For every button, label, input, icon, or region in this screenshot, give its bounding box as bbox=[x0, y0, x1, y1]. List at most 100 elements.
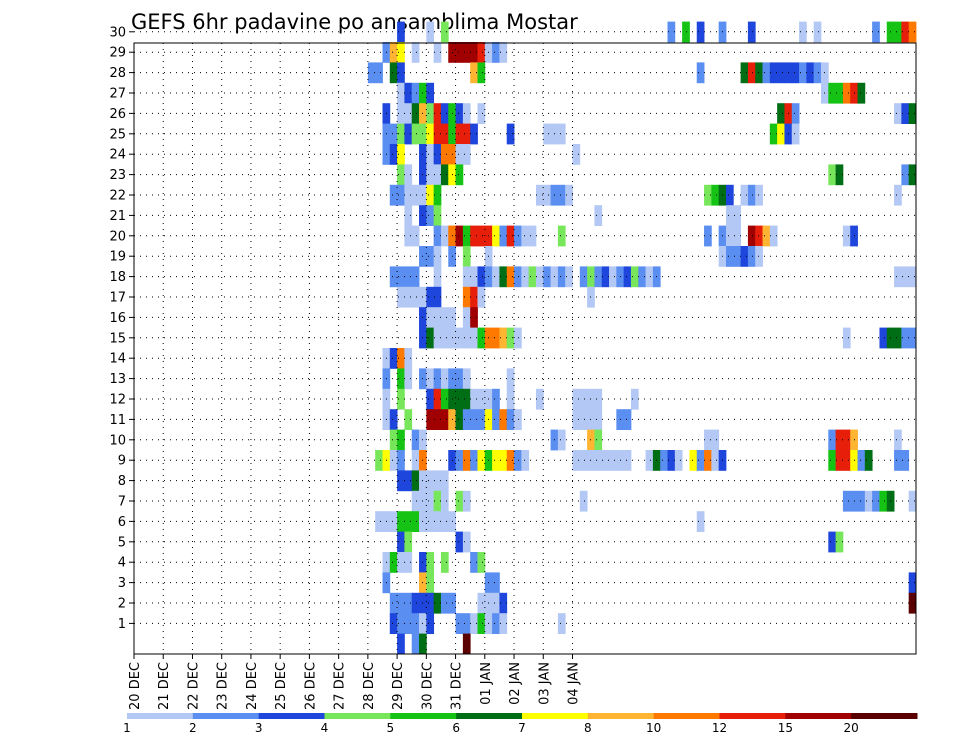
cell-member-20-step-52 bbox=[514, 225, 522, 247]
cell-member-19-step-40 bbox=[426, 246, 435, 267]
y-tick-label: 16 bbox=[109, 311, 126, 326]
cell-member-19-step-45 bbox=[462, 246, 471, 267]
cell-member-9-step-77 bbox=[696, 450, 705, 471]
cell-member-27-step-95 bbox=[828, 82, 837, 104]
cell-member-18-step-54 bbox=[528, 266, 537, 288]
cell-member-22-step-38 bbox=[411, 184, 420, 206]
cell-member-7-step-106 bbox=[908, 490, 917, 512]
cell-member-8-step-42 bbox=[440, 470, 449, 492]
cell-member-22-step-40 bbox=[426, 184, 435, 206]
cell-member-18-step-49 bbox=[492, 266, 500, 288]
cell-member-29-step-44 bbox=[455, 42, 464, 63]
cell-member-28-step-36 bbox=[397, 62, 405, 84]
cell-member-10-step-104 bbox=[894, 429, 902, 451]
y-tick-label: 1 bbox=[118, 617, 126, 632]
colorbar-label: 3 bbox=[255, 721, 263, 735]
cell-member-18-step-104 bbox=[894, 266, 902, 288]
cell-member-9-step-96 bbox=[835, 450, 844, 471]
cell-member-4-step-40 bbox=[426, 552, 435, 573]
y-tick-label: 8 bbox=[118, 474, 126, 489]
cell-member-26-step-90 bbox=[791, 103, 800, 124]
cell-member-23-step-41 bbox=[433, 164, 442, 186]
colorbar: 1 2 3 4 5 6 7 8 10 12 15 20 bbox=[123, 713, 918, 735]
cell-member-23-step-37 bbox=[404, 164, 413, 186]
cell-member-12-step-41 bbox=[433, 388, 442, 410]
x-tick-label: 01 JAN bbox=[479, 662, 494, 705]
cell-member-21-step-63 bbox=[594, 205, 603, 226]
cell-member-6-step-77 bbox=[696, 511, 705, 532]
cell-member-18-step-45 bbox=[462, 266, 471, 288]
cell-member-26-step-45 bbox=[462, 103, 471, 124]
cell-member-15-step-97 bbox=[842, 327, 851, 349]
cell-member-12-step-36 bbox=[397, 388, 405, 410]
cell-member-2-step-38 bbox=[411, 592, 420, 614]
x-tick-label: 28 DEC bbox=[362, 662, 377, 710]
cell-member-25-step-41 bbox=[433, 123, 442, 145]
cell-member-23-step-105 bbox=[901, 164, 910, 186]
cell-member-9-step-104 bbox=[894, 450, 902, 471]
cell-member-27-step-40 bbox=[426, 82, 435, 104]
data-cells bbox=[367, 21, 917, 655]
cell-member-29-step-36 bbox=[397, 42, 405, 63]
cell-member-15-step-46 bbox=[470, 327, 478, 349]
y-tick-label: 3 bbox=[118, 576, 126, 591]
cell-member-25-step-37 bbox=[404, 123, 413, 145]
cell-member-20-step-44 bbox=[455, 225, 464, 247]
cell-member-7-step-45 bbox=[462, 490, 471, 512]
colorbar-swatch bbox=[127, 713, 194, 719]
cell-member-30-step-84 bbox=[747, 21, 756, 43]
cell-member-20-step-78 bbox=[704, 225, 712, 247]
cell-member-16-step-45 bbox=[462, 307, 471, 328]
cell-member-20-step-53 bbox=[521, 225, 530, 247]
cell-member-26-step-47 bbox=[477, 103, 486, 124]
cell-member-16-step-40 bbox=[426, 307, 435, 328]
cell-member-29-step-49 bbox=[492, 42, 500, 63]
cell-member-21-step-40 bbox=[426, 205, 435, 226]
y-tick-label: 20 bbox=[109, 229, 126, 244]
cell-member-18-step-63 bbox=[594, 266, 603, 288]
cell-member-1-step-36 bbox=[397, 613, 405, 634]
cell-member-9-step-79 bbox=[711, 450, 720, 471]
cell-member-10-step-96 bbox=[835, 429, 844, 451]
cell-member-27-step-96 bbox=[835, 82, 844, 104]
cell-member-17-step-36 bbox=[397, 286, 405, 308]
cell-member-18-step-61 bbox=[579, 266, 588, 288]
cell-member-18-step-51 bbox=[506, 266, 515, 288]
cell-member-28-step-32 bbox=[367, 62, 376, 84]
cell-member-11-step-60 bbox=[572, 409, 581, 430]
cell-member-10-step-78 bbox=[704, 429, 712, 451]
cell-member-25-step-51 bbox=[506, 123, 515, 145]
cell-member-29-step-45 bbox=[462, 42, 471, 63]
cell-member-7-step-102 bbox=[879, 490, 888, 512]
cell-member-18-step-41 bbox=[433, 266, 442, 288]
cell-member-21-step-41 bbox=[433, 205, 442, 226]
cell-member-7-step-41 bbox=[433, 490, 442, 512]
cell-member-13-step-51 bbox=[506, 368, 515, 390]
cell-member-9-step-65 bbox=[609, 450, 617, 471]
cell-member-9-step-33 bbox=[375, 450, 383, 471]
cell-member-9-step-76 bbox=[689, 450, 698, 471]
cell-member-15-step-52 bbox=[514, 327, 522, 349]
cell-member-20-step-87 bbox=[769, 225, 778, 247]
cell-member-27-step-38 bbox=[411, 82, 420, 104]
colorbar-label: 7 bbox=[518, 721, 526, 735]
cell-member-24-step-42 bbox=[440, 144, 449, 165]
cell-member-12-step-42 bbox=[440, 388, 449, 410]
cell-member-20-step-97 bbox=[842, 225, 851, 247]
colorbar-swatch bbox=[587, 713, 655, 719]
cell-member-29-step-35 bbox=[389, 42, 398, 63]
cell-member-10-step-36 bbox=[397, 429, 405, 451]
x-tick-label: 04 JAN bbox=[567, 662, 582, 705]
colorbar-swatch bbox=[390, 713, 457, 719]
y-tick-label: 10 bbox=[109, 433, 126, 448]
cell-member-9-step-49 bbox=[492, 450, 500, 471]
cell-member-10-step-38 bbox=[411, 429, 420, 451]
y-tick-label: 15 bbox=[109, 331, 126, 346]
cell-member-18-step-52 bbox=[514, 266, 522, 288]
cell-member-18-step-37 bbox=[404, 266, 413, 288]
cell-member-13-step-41 bbox=[433, 368, 442, 390]
cell-member-25-step-45 bbox=[462, 123, 471, 145]
cell-member-28-step-91 bbox=[799, 62, 807, 84]
cell-member-22-step-59 bbox=[565, 184, 573, 206]
cell-member-21-step-81 bbox=[725, 205, 734, 226]
